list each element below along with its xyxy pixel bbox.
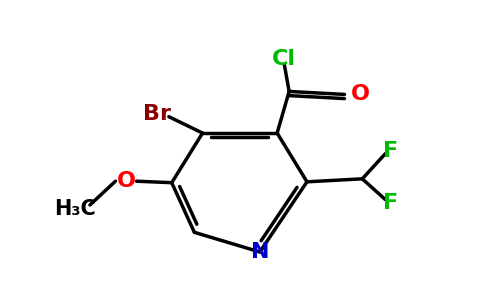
Text: H₃C: H₃C: [55, 200, 96, 219]
Text: Cl: Cl: [272, 49, 296, 69]
Text: O: O: [117, 171, 136, 191]
Text: F: F: [383, 141, 398, 160]
Text: N: N: [251, 242, 269, 262]
Text: F: F: [383, 193, 398, 213]
Text: O: O: [350, 84, 369, 104]
Text: Br: Br: [143, 104, 171, 124]
